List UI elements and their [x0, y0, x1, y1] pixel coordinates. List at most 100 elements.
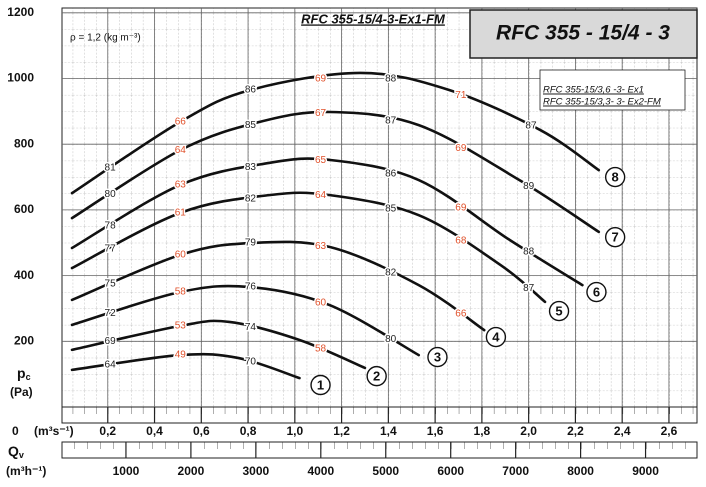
- x-tick-label: 2,6: [661, 424, 678, 438]
- curve: [70, 352, 301, 380]
- curve-value-label: 69: [105, 336, 117, 347]
- curve-value-label: 86: [245, 85, 257, 96]
- curve-tag-circle: [586, 281, 607, 303]
- x2-tick-label: 3000: [243, 464, 270, 478]
- title-box: [469, 9, 698, 59]
- x2-tick-label: 9000: [632, 464, 659, 478]
- curve: [70, 284, 421, 357]
- curve: [70, 191, 547, 304]
- curve-value-label: 66: [175, 117, 187, 128]
- curve-tag-circle: [310, 374, 331, 396]
- curve: [70, 240, 486, 332]
- curve: [70, 319, 367, 370]
- curve-value-label: 83: [245, 162, 257, 173]
- x-tick-label: 1,4: [380, 424, 397, 438]
- curve-value-label: 87: [525, 121, 537, 132]
- curve: [70, 110, 601, 234]
- y-tick-label: 200: [14, 333, 34, 347]
- curve-tag: 3: [434, 350, 441, 365]
- flow-ruler-h: [61, 441, 698, 459]
- curve-value-label: 63: [315, 241, 327, 252]
- y-tick-label: 400: [14, 268, 34, 282]
- x-tick-label: 1,2: [333, 424, 350, 438]
- x-tick-label: 0,6: [193, 424, 210, 438]
- curve-value-label: 61: [175, 207, 187, 218]
- curve-value-label: 68: [455, 235, 467, 246]
- legend-note: RFC 355-15/3,6 -3- Ex1: [543, 85, 644, 96]
- legend-box: [539, 69, 686, 111]
- x-tick-label: 2,0: [520, 424, 537, 438]
- curve-value-label: 76: [245, 282, 257, 293]
- density-note: ρ = 1,2 (kg m⁻³): [70, 33, 141, 44]
- curve-value-label: 87: [523, 283, 535, 294]
- curve-tag-circle: [604, 166, 626, 188]
- y-tick-label: 1000: [7, 71, 34, 85]
- curve-value-label: 58: [315, 344, 327, 355]
- x2-tick-label: 5000: [372, 464, 399, 478]
- x-tick-label: 1,8: [474, 424, 491, 438]
- curve-value-label: 82: [385, 268, 397, 279]
- curve: [70, 157, 584, 287]
- x-tick-label: 0,8: [240, 424, 257, 438]
- curve-value-label: 69: [455, 143, 467, 154]
- curve-value-label: 58: [175, 287, 187, 298]
- curve-value-label: 69: [455, 202, 467, 213]
- curve-value-label: 82: [245, 193, 257, 204]
- curve-value-label: 69: [315, 74, 327, 85]
- curve-tag: 7: [612, 230, 619, 245]
- curve-tag-circle: [548, 300, 570, 322]
- curve-value-label: 64: [175, 145, 187, 156]
- x-tick-label: 2,2: [567, 424, 584, 438]
- x2-tick-label: 7000: [502, 464, 529, 478]
- x-label-unit: (m³s⁻¹): [34, 424, 74, 438]
- curve-value-label: 88: [523, 246, 535, 257]
- x2-label-unit: (m³h⁻¹): [6, 464, 46, 478]
- y-tick-label: 800: [14, 136, 34, 150]
- curve-value-label: 63: [175, 180, 187, 191]
- curve-tag-circle: [485, 326, 507, 348]
- curve: [70, 71, 601, 195]
- curve-value-label: 78: [105, 220, 117, 231]
- curve-value-label: 80: [385, 334, 397, 345]
- plot-area: [61, 7, 698, 408]
- curve-value-label: 89: [523, 181, 535, 192]
- curve-value-label: 53: [175, 321, 187, 332]
- curve-tag: 8: [612, 169, 619, 184]
- x-tick-label: 2,4: [614, 424, 631, 438]
- curve-value-label: 70: [245, 357, 257, 368]
- curve-value-label: 65: [315, 155, 327, 166]
- x2-label: Qv: [8, 443, 24, 461]
- curve-tag-circle: [427, 346, 448, 368]
- y-tick-label: 1200: [7, 5, 34, 19]
- curve-value-label: 88: [385, 73, 397, 84]
- curve-tag: 5: [555, 304, 562, 319]
- chart-subtitle: RFC 355-15/4-3-Ex1-FM: [301, 11, 446, 26]
- curve-value-label: 85: [385, 203, 397, 214]
- curve-value-label: 87: [385, 116, 397, 127]
- curve-value-label: 71: [455, 90, 467, 101]
- curve-tag: 2: [373, 369, 380, 384]
- x-tick-label: 0,2: [99, 424, 116, 438]
- x2-label-subscript: v: [19, 450, 24, 460]
- curve-value-label: 86: [385, 168, 397, 179]
- curve-tag: 1: [317, 377, 324, 392]
- x2-tick-label: 6000: [437, 464, 464, 478]
- x2-tick-label: 4000: [307, 464, 334, 478]
- x2-tick-label: 2000: [178, 464, 205, 478]
- curve-value-label: 85: [245, 120, 257, 131]
- flow-ruler: [61, 406, 698, 424]
- x-tick-label: 0,4: [146, 424, 163, 438]
- curve-value-label: 80: [105, 189, 117, 200]
- x2-tick-label: 8000: [567, 464, 594, 478]
- curve-value-label: 72: [105, 308, 117, 319]
- curve-value-label: 77: [105, 243, 117, 254]
- curve-value-label: 60: [175, 250, 187, 261]
- curve-value-label: 75: [105, 279, 117, 290]
- y-label-unit: (Pa): [10, 385, 33, 399]
- x-tick-label: 1,6: [427, 424, 444, 438]
- chart-title: RFC 355 - 15/4 - 3: [496, 22, 670, 45]
- curve-value-label: 74: [245, 322, 257, 333]
- x2-tick-label: 1000: [113, 464, 140, 478]
